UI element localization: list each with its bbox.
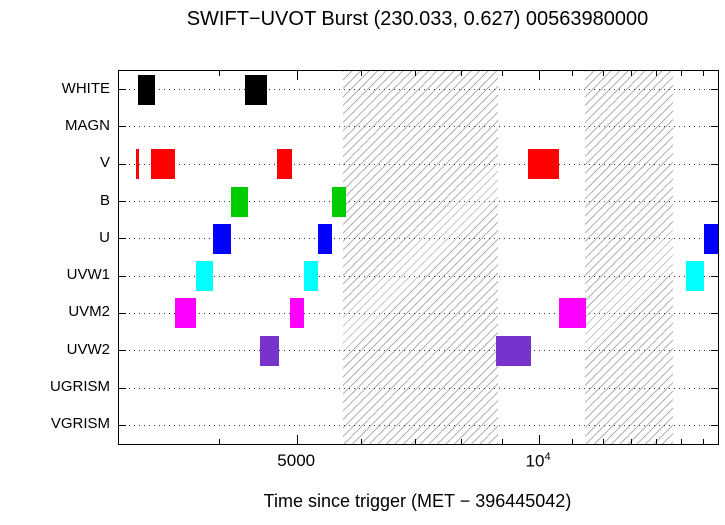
y-axis-tick-left: [119, 424, 126, 426]
obs-block-v: [151, 149, 175, 180]
obs-block-uvm2: [290, 298, 305, 329]
x-tick-label: 104: [525, 451, 551, 471]
x-minor-tick-bottom: [703, 439, 705, 444]
obs-block-uvw2: [496, 335, 532, 366]
x-tick-label-exponent: 4: [544, 451, 551, 463]
obs-block-u: [318, 223, 333, 254]
y-axis-tick-right: [711, 89, 718, 91]
y-axis-label-b: B: [99, 191, 110, 209]
obs-block-uvw1: [304, 261, 319, 292]
y-axis-label-ugrism: UGRISM: [50, 378, 110, 396]
x-minor-tick-top: [502, 71, 504, 76]
x-tick-label: 5000: [277, 451, 316, 470]
y-axis-label-white: WHITE: [61, 79, 110, 97]
y-axis-tick-left: [119, 126, 126, 128]
x-minor-tick-bottom: [572, 439, 574, 444]
obs-block-b: [332, 186, 346, 217]
obs-block-v: [136, 149, 139, 180]
x-minor-tick-top: [680, 71, 682, 76]
x-minor-tick-bottom: [461, 439, 463, 444]
x-major-tick-bottom: [539, 435, 541, 444]
row-gridline: [119, 89, 718, 91]
x-minor-tick-top: [630, 71, 632, 76]
y-axis-tick-right: [711, 163, 718, 165]
x-minor-tick-bottom: [219, 439, 221, 444]
obs-block-white: [245, 74, 267, 105]
x-minor-tick-top: [703, 71, 705, 76]
x-major-tick-bottom: [297, 435, 299, 444]
y-axis-label-magn: MAGN: [65, 116, 110, 134]
x-minor-tick-top: [602, 71, 604, 76]
plot-title: SWIFT−UVOT Burst (230.033, 0.627) 005639…: [186, 8, 649, 30]
y-axis-tick-right: [711, 126, 718, 128]
unobservable-hatch-region: [342, 71, 499, 444]
plot-area: [118, 70, 719, 445]
obs-block-u: [704, 223, 718, 254]
y-axis-tick-left: [119, 89, 126, 91]
obs-block-v: [277, 149, 293, 180]
obs-block-uvw2: [260, 335, 280, 366]
y-axis-tick-left: [119, 238, 126, 240]
x-minor-tick-bottom: [630, 439, 632, 444]
y-axis-tick-right: [711, 350, 718, 352]
obs-block-white: [138, 74, 156, 105]
obs-block-v: [528, 149, 560, 180]
y-axis-tick-left: [119, 312, 126, 314]
unobservable-hatch-region: [584, 71, 674, 444]
y-axis-tick-left: [119, 387, 126, 389]
y-axis-label-uvm2: UVM2: [68, 303, 110, 321]
y-axis-label-v: V: [99, 154, 110, 172]
y-axis-tick-left: [119, 275, 126, 277]
x-major-tick-top: [539, 71, 541, 80]
obs-block-uvw1: [686, 261, 704, 292]
y-axis-tick-right: [711, 387, 718, 389]
row-gridline: [119, 312, 718, 314]
obs-block-uvm2: [559, 298, 587, 329]
x-minor-tick-top: [219, 71, 221, 76]
row-gridline: [119, 201, 718, 203]
x-minor-tick-top: [572, 71, 574, 76]
y-axis-tick-left: [119, 163, 126, 165]
y-axis-tick-left: [119, 350, 126, 352]
x-minor-tick-top: [360, 71, 362, 76]
row-gridline: [119, 238, 718, 240]
y-axis-tick-right: [711, 424, 718, 426]
y-axis-label-uvw2: UVW2: [66, 340, 110, 358]
y-axis-label-vgrism: VGRISM: [50, 415, 110, 433]
row-gridline: [119, 387, 718, 389]
x-minor-tick-top: [461, 71, 463, 76]
y-axis-tick-right: [711, 275, 718, 277]
row-gridline: [119, 163, 718, 165]
x-minor-tick-top: [414, 71, 416, 76]
row-gridline: [119, 275, 718, 277]
obs-block-b: [230, 186, 248, 217]
obs-block-uvm2: [174, 298, 196, 329]
x-minor-tick-top: [656, 71, 658, 76]
y-axis-tick-right: [711, 201, 718, 203]
x-minor-tick-bottom: [414, 439, 416, 444]
row-gridline: [119, 424, 718, 426]
x-axis-label: Time since trigger (MET − 396445042): [263, 491, 572, 511]
x-minor-tick-bottom: [656, 439, 658, 444]
y-axis-tick-right: [711, 312, 718, 314]
obs-block-u: [213, 223, 231, 254]
y-axis-labels: WHITE MAGN V B U UVW1 UVM2 UVW2 UGRISM VGRISM: [0, 70, 112, 443]
row-gridline: [119, 126, 718, 128]
y-axis-tick-left: [119, 201, 126, 203]
y-axis-label-uvw1: UVW1: [66, 266, 110, 284]
x-major-tick-top: [297, 71, 299, 80]
x-minor-tick-bottom: [360, 439, 362, 444]
obs-block-uvw1: [195, 261, 214, 292]
x-minor-tick-bottom: [502, 439, 504, 444]
x-minor-tick-bottom: [602, 439, 604, 444]
y-axis-label-u: U: [99, 228, 110, 246]
row-gridline: [119, 350, 718, 352]
x-minor-tick-bottom: [680, 439, 682, 444]
